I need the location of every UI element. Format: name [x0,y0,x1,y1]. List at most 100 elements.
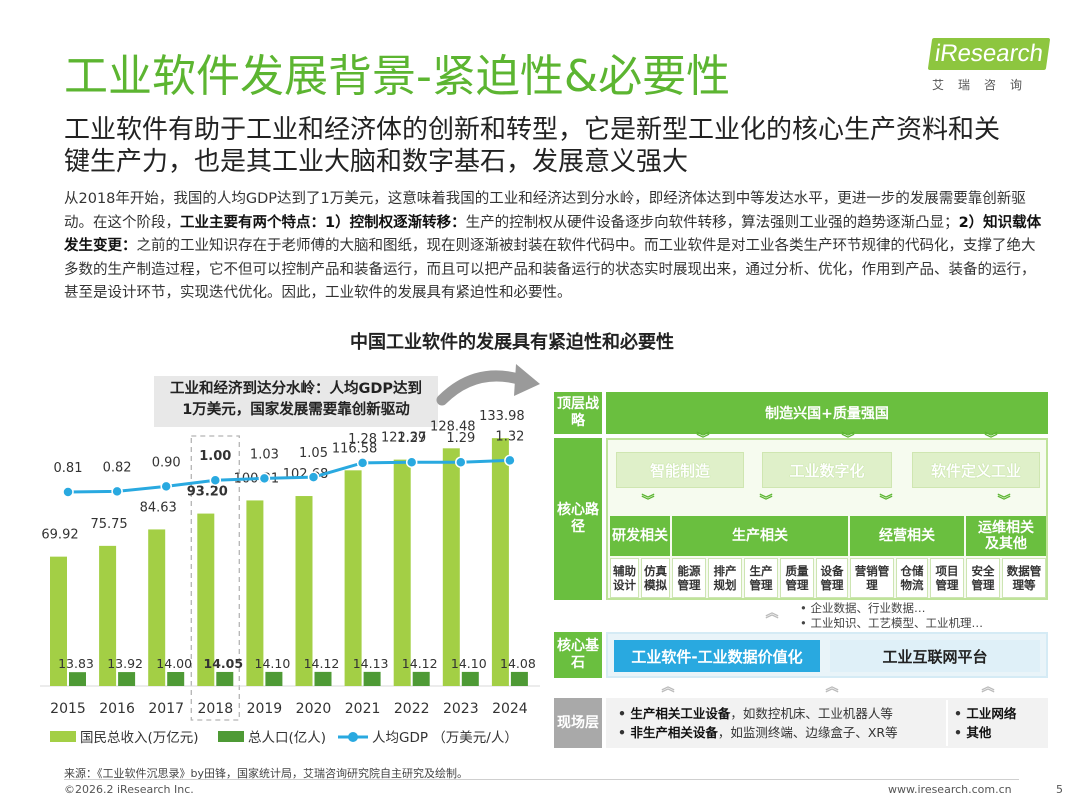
core-box-industrial-digitization: 工业数字化 [762,452,892,488]
field-layer-label: 现场层 [554,698,602,748]
gdp-value-label: 1.00 [199,449,231,464]
leaf-data-mgmt: 数据管理等 [1002,558,1046,598]
population-bar [510,671,528,686]
population-bar [363,671,381,686]
chevron-down-icon: ︾ [759,494,773,509]
body-text-1: 从2018年开始，我国的人均GDP达到了1万美元，这意味着我国的工业和经济达到分… [64,191,1026,231]
population-value-label: 13.83 [58,656,94,671]
category-rd: 研发相关 [610,516,670,556]
footer-divider [64,779,1019,780]
gdp-value-label: 1.32 [495,429,524,444]
x-tick-label: 2024 [492,701,528,717]
legend-label-population: 总人口(亿人) [248,730,326,746]
leaf-project: 项目管理 [930,558,964,598]
figure-title: 中国工业软件的发展具有紧迫性和必要性 [350,332,674,353]
gni-bar [491,438,509,686]
gni-value-label: 116.58 [332,441,378,456]
chevron-up-icon: ︽ [661,680,675,695]
population-bar [118,672,136,686]
gni-bar [442,448,460,686]
population-value-label: 13.92 [107,656,143,671]
leaf-warehouse: 仓储物流 [896,558,928,598]
x-tick-label: 2015 [50,701,86,717]
core-path-label: 核心路径 [554,438,602,600]
gni-bar [99,545,117,686]
leaf-simulation: 仿真模拟 [641,558,670,598]
highlight-box [190,435,240,721]
field-divider [946,700,948,746]
x-tick-label: 2016 [99,701,135,717]
logo-chinese-name: 艾瑞咨询 [932,78,1037,92]
x-tick-label: 2022 [394,701,430,717]
body-bold-1: 工业主要有两个特点：1）控制权逐渐转移： [180,214,466,231]
chevron-down-icon: ︾ [641,494,655,509]
top-strategy-label: 顶层战略 [554,392,602,434]
population-bar [216,671,234,686]
gni-value-label: 128.48 [430,419,476,434]
field-item: 生产相关工业设备，如数控机床、工业机器人等 [618,704,898,723]
x-tick-label: 2021 [345,701,381,717]
bullet-item: 企业数据、行业数据… [800,601,983,616]
gdp-point [307,471,320,483]
category-production: 生产相关 [672,516,848,556]
gni-bar [148,529,166,686]
gni-value-label: 133.98 [479,409,525,424]
legend-label-gdp: 人均GDP （万美元/人） [372,730,518,746]
industrial-software-box: 工业软件-工业数据价值化 [614,640,820,672]
gni-bar [246,500,264,686]
callout-line-1: 工业和经济到达分水岭：人均GDP达到 [169,381,423,397]
gni-value-label: 93.20 [187,485,228,500]
x-tick-label: 2017 [148,701,184,717]
field-item-bold: 非生产相关设备 [630,725,718,740]
callout-line-2: 1万美元，国家发展需要靠创新驱动 [182,402,410,418]
page-number: 5 [1056,783,1063,796]
x-tick-label: 2018 [197,701,233,717]
gni-bar [295,496,313,686]
population-value-label: 14.12 [304,656,340,671]
chevron-down-icon: ︾ [696,432,710,447]
website-link[interactable]: www.iresearch.com.cn [888,783,1012,796]
field-equipment-list: 生产相关工业设备，如数控机床、工业机器人等 非生产相关设备，如监测终端、边缘盒子… [618,704,898,742]
core-box-label: 软件定义工业 [930,461,1021,480]
gdp-value-label: 0.90 [152,455,181,470]
chart-callout: 工业和经济到达分水岭：人均GDP达到 1万美元，国家发展需要靠创新驱动 [154,376,438,427]
legend-swatch-gni [50,731,76,742]
legend-marker-gdp [348,732,358,742]
population-value-label: 14.10 [255,656,291,671]
logo-wordmark: iResearch [927,38,1051,70]
gdp-value-label: 1.29 [397,431,426,446]
population-value-label: 14.10 [451,656,487,671]
leaf-scheduling: 排产规划 [708,558,742,598]
population-bar [461,671,479,686]
gdp-value-label: 1.05 [299,446,328,461]
x-tick-label: 2020 [296,701,332,717]
top-strategy-bar: 制造兴国+质量强国 [606,392,1048,434]
field-other-list: 工业网络 其他 [954,704,1016,742]
population-value-label: 14.08 [500,656,536,671]
iresearch-logo: iResearch 艾瑞咨询 [926,36,1052,96]
population-bar [412,671,430,686]
body-text-3: 之前的工业知识存在于老师傅的大脑和图纸，现在则逐渐被封装在软件代码中。而工业软件… [64,238,1036,302]
leaf-safety: 安全管理 [966,558,1000,598]
chevron-down-icon: ︾ [879,494,893,509]
chevron-down-icon: ︾ [841,432,855,447]
gdp-value-label: 1.03 [250,447,279,462]
population-value-label: 14.05 [204,656,244,671]
gni-bar [197,513,215,686]
gdp-point [209,474,222,486]
population-value-label: 14.13 [353,656,389,671]
core-box-software-defined-industry: 软件定义工业 [912,452,1040,488]
legend-label-gni: 国民总收入(万亿元) [80,730,199,746]
gdp-point [356,457,369,469]
leaf-equipment: 设备管理 [816,558,848,598]
gdp-point [62,486,74,498]
gni-value-label: 122.37 [381,431,427,446]
field-item-rest: ，如数控机床、工业机器人等 [730,706,893,721]
gdp-point [160,480,172,493]
gni-bar [393,459,411,686]
chevron-up-icon: ︽ [825,680,839,695]
gni-value-label: 75.75 [90,517,127,532]
gdp-chart: 69.92 13.83 2015 75.75 13.92 2016 84.63 14.00 20… [40,409,540,746]
x-tick-label: 2019 [247,701,283,717]
gni-bar [50,556,67,686]
